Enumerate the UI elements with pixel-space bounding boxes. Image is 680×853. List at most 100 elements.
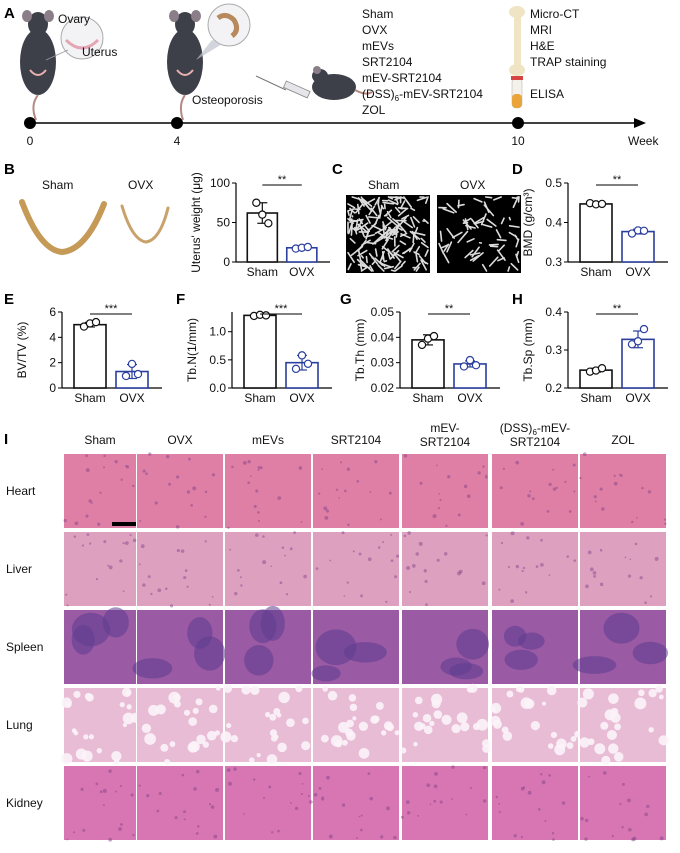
trabecula <box>414 226 419 235</box>
chart-b: 0 50 100 Uterus' weight (μg) Sham OVX ** <box>189 172 330 279</box>
group-list: Sham OVX mEVs SRT2104 mEV-SRT2104 (DSS)6… <box>362 7 483 117</box>
trabecula <box>370 207 378 217</box>
mouse-illustration-2 <box>167 3 251 121</box>
trabecula <box>347 218 358 223</box>
significance-stars: ** <box>613 174 622 186</box>
data-point <box>303 359 313 368</box>
trabecula <box>384 226 391 238</box>
trabecula <box>347 208 355 212</box>
histology-tile-heart <box>63 454 136 528</box>
trabecula <box>371 224 382 231</box>
x-tick-label: OVX <box>289 265 314 279</box>
panel-b-photos: B Sham OVX <box>4 161 170 256</box>
trabecula <box>382 221 387 231</box>
histology-tile-spleen <box>402 610 490 684</box>
trabecula <box>412 216 420 224</box>
significance-stars: ** <box>613 303 622 315</box>
histology-column-label: SRT2104 <box>510 435 561 449</box>
data-point <box>465 355 475 365</box>
ovary-magnifier <box>60 16 104 60</box>
trabecula <box>360 266 369 272</box>
histology-column-label: SRT2104 <box>420 435 471 449</box>
trabecula <box>446 241 453 253</box>
trabecula <box>420 242 429 249</box>
panel-a: A 0 4 10 Week Ovary Uterus <box>4 3 659 148</box>
x-tick-label: OVX <box>625 265 650 279</box>
trabecula <box>415 245 421 253</box>
histology-tile-heart <box>579 452 667 528</box>
histology-row-label: Kidney <box>6 796 43 810</box>
trabecula <box>356 222 369 231</box>
trabecula <box>399 232 408 238</box>
y-tick-label: 0.0 <box>209 381 226 395</box>
histology-tile-liver <box>64 532 137 607</box>
panel-label-f: F <box>176 291 185 308</box>
histology-row-label: Heart <box>6 484 36 498</box>
analysis-mri: MRI <box>530 23 552 37</box>
timeline-arrowhead <box>634 118 646 128</box>
trabecula <box>374 214 380 226</box>
trabecula <box>381 245 394 256</box>
trabecula <box>441 243 450 249</box>
trabecula <box>382 224 385 235</box>
trabecula <box>399 240 407 246</box>
histology-column-label: mEV- <box>430 421 459 435</box>
trabecula <box>365 241 377 245</box>
trabecula <box>347 251 355 263</box>
histology-tile-lung <box>137 685 223 766</box>
data-point <box>639 226 649 235</box>
trabecula <box>348 209 353 221</box>
trabecula <box>377 202 382 215</box>
group-zol: ZOL <box>362 103 386 117</box>
histology-tile-lung <box>61 687 141 765</box>
analysis-he: H&E <box>530 39 555 53</box>
trabecula <box>464 249 474 259</box>
trabecula <box>424 196 429 204</box>
trabecula <box>368 252 379 265</box>
femur-icon <box>509 6 525 76</box>
x-tick-label: OVX <box>289 391 314 405</box>
trabecula <box>381 251 385 262</box>
y-tick-label: 0.4 <box>545 305 562 319</box>
y-tick-label: 0 <box>49 381 56 395</box>
uterus-photo-sham <box>19 199 107 256</box>
histology-row-label: Spleen <box>6 640 43 654</box>
chart-g: 0.02 0.03 0.04 0.05 Tb.Th (mm) Sham OVX ** <box>353 303 500 405</box>
histology-tile-lung <box>490 685 582 762</box>
trabecula <box>439 230 443 242</box>
panel-label-c: C <box>332 161 343 178</box>
trabecula <box>481 263 488 272</box>
x-tick-label: Sham <box>580 265 611 279</box>
trabecula <box>472 252 484 262</box>
histology-tile-heart <box>492 454 578 528</box>
histology-tile-kidney <box>580 766 666 842</box>
trabecula <box>360 255 365 259</box>
uterus-photo-ovx <box>120 204 170 244</box>
trabecula <box>369 265 374 272</box>
histology-column-headers: Sham OVX mEVs SRT2104mEV-SRT2104(DSS)6-mEV-… <box>84 421 635 449</box>
trabecula <box>349 218 353 224</box>
panel-label-a: A <box>4 5 15 22</box>
histology-row-label: Liver <box>6 562 32 576</box>
trabecula <box>497 257 505 262</box>
x-tick-label: Sham <box>247 265 278 279</box>
trabecula <box>383 220 393 229</box>
trabecula <box>354 203 364 214</box>
trabecula <box>392 218 401 226</box>
trabecula <box>413 231 426 236</box>
trabecula <box>508 225 520 228</box>
y-tick-label: 1.0 <box>209 325 226 339</box>
histology-tile-lung <box>400 683 491 762</box>
trabecula <box>473 216 485 225</box>
trabecula <box>500 217 505 225</box>
trabecula <box>416 196 428 202</box>
data-point <box>417 340 427 350</box>
trabecula <box>465 224 476 229</box>
histology-tile-liver <box>402 531 488 606</box>
histology-tile-kidney <box>64 766 136 842</box>
trabecula <box>394 196 403 201</box>
data-point <box>133 369 143 379</box>
trabecula <box>483 201 490 213</box>
y-tick-label: 0.3 <box>545 255 562 269</box>
